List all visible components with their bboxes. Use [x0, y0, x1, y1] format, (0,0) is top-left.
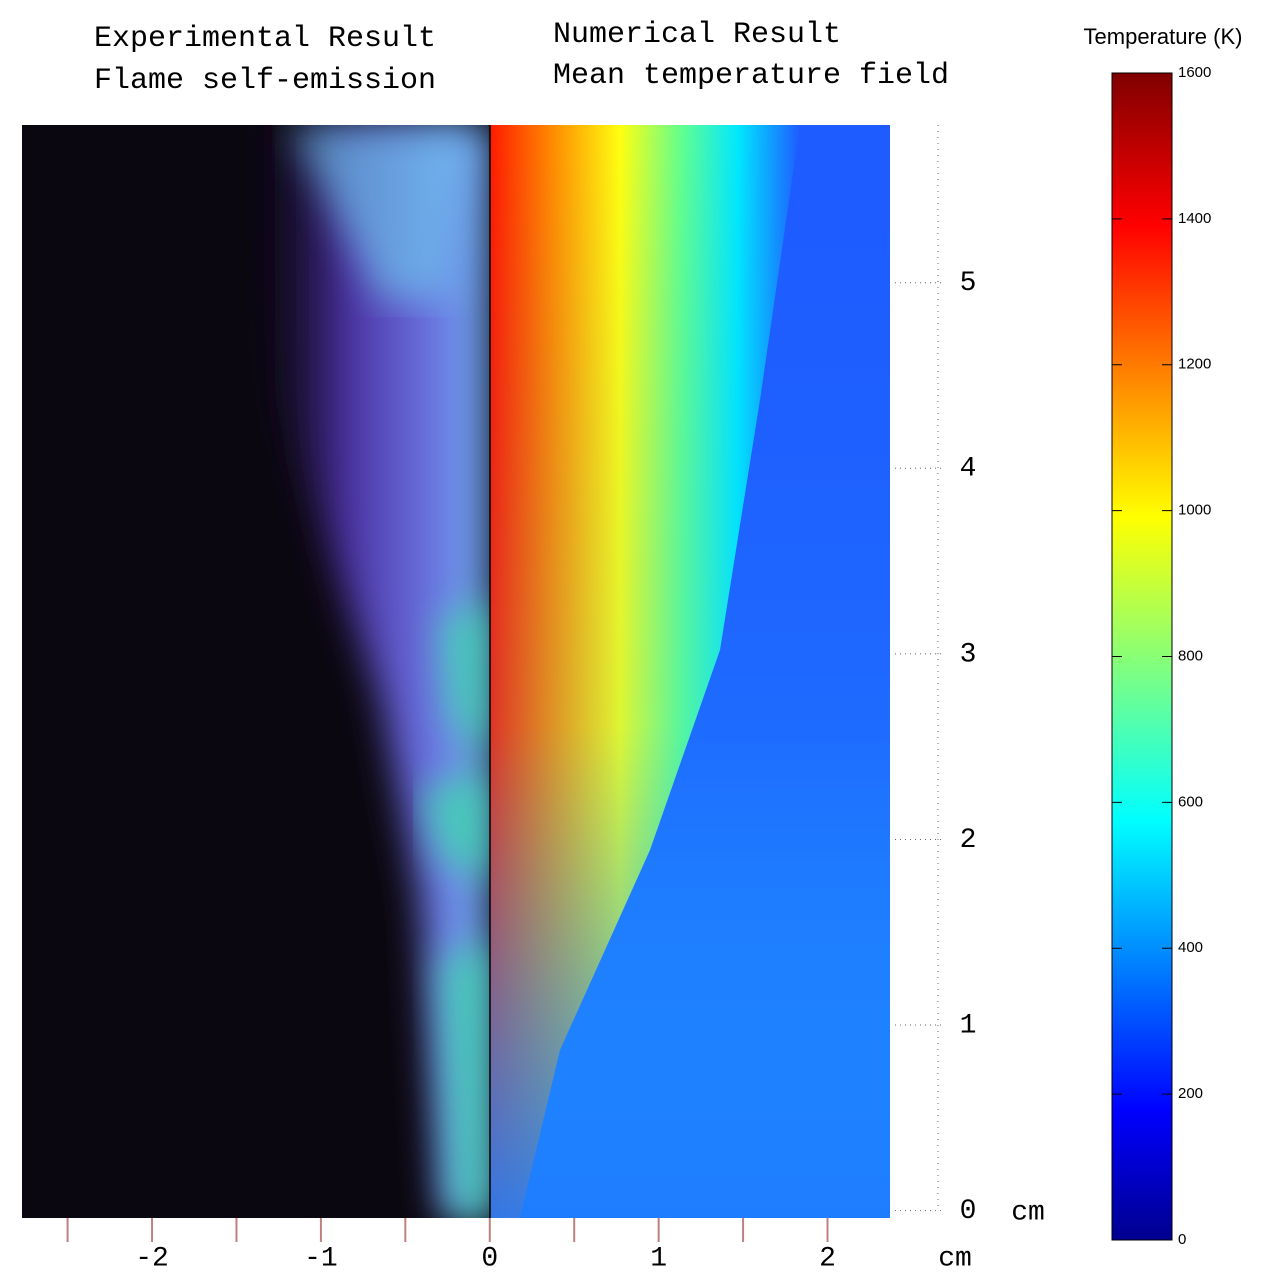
colorbar-tick-label: 200 [1178, 1085, 1203, 1102]
x-tick-label: -1 [304, 1243, 338, 1274]
x-tick-label: 0 [481, 1243, 498, 1274]
y-tick-label: 1 [960, 1010, 977, 1041]
right-subtitle: Mean temperature field [553, 59, 949, 93]
colorbar-tick-label: 1600 [1178, 64, 1211, 81]
colorbar-tick-label: 0 [1178, 1231, 1186, 1248]
y-tick-label: 5 [960, 268, 977, 299]
colorbar-label: Temperature (K) [1084, 24, 1243, 49]
y-tick-label: 3 [960, 639, 977, 670]
colorbar-tick-label: 600 [1178, 793, 1203, 810]
y-tick-label: 4 [960, 454, 977, 485]
x-tick-label: -2 [135, 1243, 169, 1274]
right-title: Numerical Result [553, 18, 841, 52]
left-title: Experimental Result [94, 22, 436, 56]
x-tick-label: 2 [819, 1243, 836, 1274]
colorbar-tick-label: 1400 [1178, 210, 1211, 227]
y-tick-label: 2 [960, 825, 977, 856]
experimental-image [22, 125, 490, 1218]
colorbar-tick-label: 1200 [1178, 356, 1211, 373]
y-tick-label: 0 [960, 1196, 977, 1227]
numerical-image [489, 125, 890, 1218]
colorbar-tick-label: 1000 [1178, 502, 1211, 519]
y-axis-label: cm [1011, 1197, 1045, 1228]
x-axis-label: cm [938, 1243, 972, 1274]
colorbar-tick-label: 800 [1178, 647, 1203, 664]
colorbar-tick-label: 400 [1178, 939, 1203, 956]
left-subtitle: Flame self-emission [94, 64, 436, 98]
x-tick-label: 1 [650, 1243, 667, 1274]
